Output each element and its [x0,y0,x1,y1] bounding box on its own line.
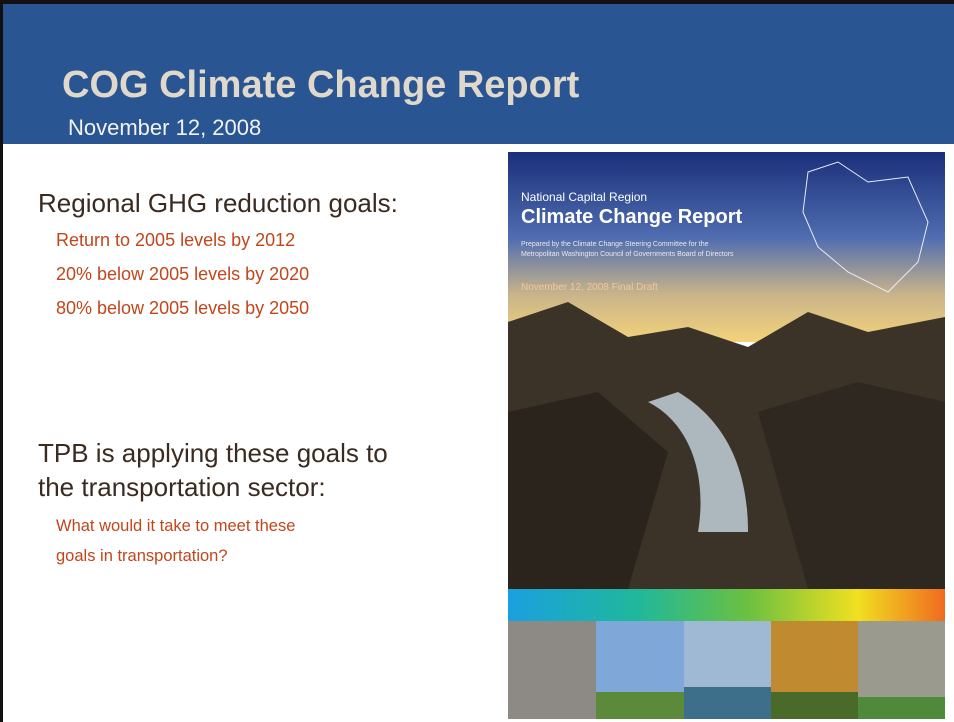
cover-date: November 12, 2008 Final Draft [521,282,658,293]
goal-item: 20% below 2005 levels by 2020 [56,264,309,285]
cover-region: National Capital Region [521,190,647,204]
cover-title: Climate Change Report [521,206,742,229]
tpb-question: goals in transportation? [56,547,228,566]
left-border [0,0,3,722]
goals-heading: Regional GHG reduction goals: [38,188,398,219]
slide: COG Climate Change Report November 12, 2… [0,0,954,722]
tpb-heading: the transportation sector: [38,472,326,503]
goal-item: 80% below 2005 levels by 2050 [56,298,309,319]
slide-date: November 12, 2008 [68,115,261,141]
cover-prepared: Metropolitan Washington Council of Gover… [521,251,734,258]
tpb-question: What would it take to meet these [56,517,295,536]
slide-title: COG Climate Change Report [62,64,579,107]
tpb-heading: TPB is applying these goals to [38,438,388,469]
report-cover [508,152,945,719]
goal-item: Return to 2005 levels by 2012 [56,230,295,251]
cover-prepared: Prepared by the Climate Change Steering … [521,241,709,248]
